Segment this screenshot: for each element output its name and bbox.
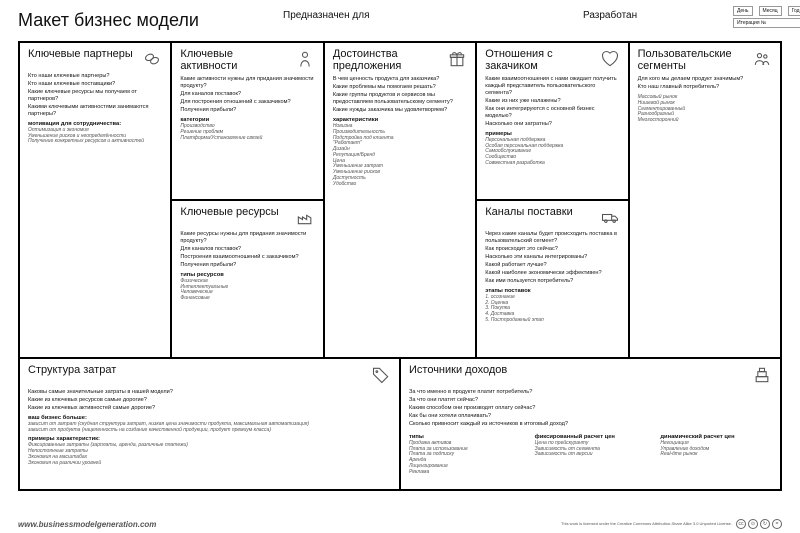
day-label: День (733, 6, 753, 16)
key-activities-title: Ключевые активности (180, 49, 290, 72)
segments-title: Пользовательские сегменты (638, 49, 748, 72)
key-partners-title: Ключевые партнеры (28, 49, 138, 61)
truck-icon (600, 207, 620, 227)
heart-icon (600, 49, 620, 69)
col-activities-resources: Ключевые активности Какие активности нуж… (172, 43, 324, 357)
revenue-title: Источники доходов (409, 365, 748, 377)
designed-by-label: Разработан (583, 10, 713, 21)
col-relationships-channels: Отношения с закачиком Какие взаимоотноше… (477, 43, 629, 357)
year-label: Год (788, 6, 800, 16)
bottom-row: Структура затрат Каковы самые значительн… (20, 357, 780, 489)
cc-icons: cc ⊙ ↻ = (736, 519, 782, 529)
main-title: Макет бизнес модели (18, 10, 263, 31)
gift-icon (447, 49, 467, 69)
by-icon: ⊙ (748, 519, 758, 529)
sa-icon: ↻ (760, 519, 770, 529)
month-label: Месяц (759, 6, 782, 16)
cc-icon: cc (736, 519, 746, 529)
key-partners-questions: Кто наши ключевые партнеры?Кто наши ключ… (28, 73, 162, 118)
date-iteration-box: День Месяц Год Итерация № (733, 6, 800, 28)
tag-icon (371, 365, 391, 385)
cost-title: Структура затрат (28, 365, 367, 377)
license-text: This work is licensed under the Creative… (561, 522, 732, 526)
footer-url: www.businessmodelgeneration.com (18, 520, 156, 529)
key-resources-title: Ключевые ресурсы (180, 207, 290, 219)
revenue-columns: типы Продажа активовПлата за использован… (409, 431, 772, 476)
top-row: Ключевые партнеры Кто наши ключевые парт… (20, 43, 780, 357)
nd-icon: = (772, 519, 782, 529)
col-key-partners: Ключевые партнеры Кто наши ключевые парт… (20, 43, 172, 357)
col-value-prop: Достоинства предложения В чем ценность п… (325, 43, 477, 357)
iteration-label: Итерация № (733, 18, 800, 28)
revenue-cell: Источники доходов За что именно в продук… (399, 359, 780, 489)
designed-for-label: Предназначен для (283, 10, 563, 21)
canvas-grid: Ключевые партнеры Кто наши ключевые парт… (18, 41, 782, 491)
relationships-title: Отношения с закачиком (485, 49, 595, 72)
canvas-header: Макет бизнес модели Предназначен для Раз… (0, 0, 800, 37)
person-icon (295, 49, 315, 69)
cash-register-icon (752, 365, 772, 385)
col-segments: Пользовательские сегменты Для кого мы де… (630, 43, 780, 357)
value-prop-title: Достоинства предложения (333, 49, 443, 72)
footer: www.businessmodelgeneration.com This wor… (18, 519, 782, 529)
channels-title: Каналы поставки (485, 207, 595, 219)
cost-structure-cell: Структура затрат Каковы самые значительн… (20, 359, 399, 489)
link-icon (142, 49, 162, 69)
people-icon (752, 49, 772, 69)
factory-icon (295, 207, 315, 227)
